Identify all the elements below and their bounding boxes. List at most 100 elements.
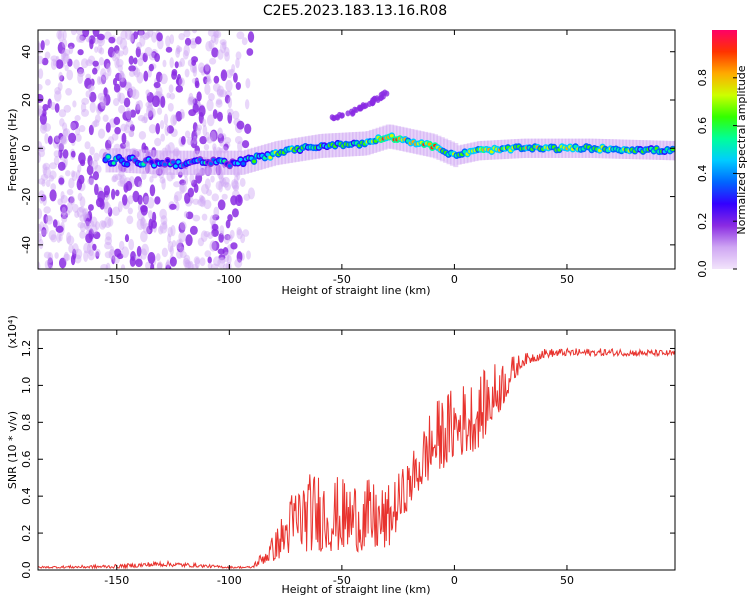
heatmap-noise-mark: [38, 83, 43, 91]
heatmap-noise-mark: [192, 198, 200, 205]
heatmap-noise-mark: [119, 70, 125, 79]
heatmap-noise-mark: [136, 99, 143, 111]
heatmap-noise-mark: [52, 219, 58, 228]
heatmap-noise-mark: [137, 194, 143, 205]
heatmap-noise-mark: [119, 174, 127, 185]
heatmap-branch-mark: [384, 90, 390, 97]
heatmap-noise-mark: [49, 101, 57, 110]
heatmap-ridge-mark: [227, 164, 232, 168]
snr-x-label: Height of straight line (km): [281, 583, 430, 596]
heatmap-noise-mark: [247, 31, 255, 43]
heatmap-noise-mark: [118, 104, 126, 114]
snr-y-multiplier: (x10⁴): [6, 315, 19, 349]
heatmap-noise-mark: [178, 32, 185, 41]
heatmap-noise-mark: [127, 207, 133, 215]
heatmap-noise-mark: [169, 34, 175, 45]
heatmap-noise-mark: [87, 155, 93, 167]
heatmap-noise-mark: [208, 93, 215, 101]
heatmap-noise-mark: [44, 51, 51, 60]
heatmap-noise-mark: [151, 31, 158, 43]
heatmap-noise-mark: [233, 72, 238, 83]
heatmap-noise-mark: [71, 120, 79, 130]
heatmap-noise-mark: [83, 208, 89, 218]
heatmap-noise-mark: [142, 52, 148, 63]
heatmap-noise-mark: [56, 232, 61, 244]
heatmap-noise-mark: [81, 108, 90, 117]
heatmap-noise-mark: [184, 68, 190, 78]
heatmap-noise-mark: [113, 83, 121, 93]
heatmap-noise-mark: [140, 216, 146, 227]
heatmap-noise-mark: [42, 194, 47, 206]
heatmap-noise-mark: [54, 103, 60, 113]
heatmap-noise-mark: [222, 41, 227, 50]
heatmap-noise-mark: [118, 72, 126, 83]
heatmap-noise-mark: [219, 140, 225, 147]
heatmap-noise-mark: [213, 75, 220, 84]
heatmap-noise-mark: [85, 59, 94, 67]
heatmap-noise-mark: [116, 253, 124, 260]
heatmap-noise-mark: [159, 208, 167, 220]
heatmap-noise-mark: [119, 38, 128, 50]
heatmap-noise-mark: [60, 194, 68, 204]
heatmap-noise-mark: [153, 81, 161, 89]
heatmap-noise-mark: [89, 38, 94, 50]
heatmap-noise-mark: [117, 180, 125, 187]
heatmap-noise-mark: [98, 220, 107, 230]
heatmap-noise-mark: [98, 76, 106, 85]
heatmap-y-tick-label: -20: [20, 188, 33, 206]
heatmap-noise-mark: [38, 223, 43, 233]
heatmap-noise-mark: [88, 177, 95, 186]
heatmap-noise-mark: [212, 214, 220, 221]
heatmap-noise-mark: [155, 253, 161, 262]
heatmap-noise-mark: [191, 130, 198, 142]
heatmap-noise-mark: [59, 75, 65, 82]
heatmap-noise-mark: [59, 118, 65, 127]
heatmap-noise-mark: [48, 175, 55, 182]
heatmap-noise-mark: [61, 49, 67, 59]
heatmap-noise-mark: [38, 190, 45, 198]
heatmap-noise-mark: [73, 59, 80, 70]
heatmap-x-tick-label: -50: [333, 273, 351, 286]
heatmap-noise-mark: [159, 222, 168, 234]
heatmap-noise-mark: [227, 214, 233, 222]
colorbar-label: Normalized spectral amplitude: [735, 65, 748, 234]
heatmap-noise-mark: [192, 103, 199, 113]
heatmap-noise-mark: [223, 251, 230, 263]
heatmap-noise-mark: [41, 57, 49, 66]
heatmap-noise-mark: [137, 114, 146, 122]
heatmap-noise-mark: [145, 261, 151, 269]
heatmap-noise-mark: [77, 71, 84, 84]
heatmap-noise-mark: [54, 252, 59, 259]
heatmap-noise-mark: [182, 50, 189, 60]
heatmap-noise-mark: [110, 246, 115, 256]
heatmap-noise-mark: [61, 215, 68, 223]
heatmap-noise-mark: [38, 40, 41, 52]
heatmap-noise-mark: [147, 30, 154, 38]
heatmap-noise-mark: [92, 67, 98, 75]
heatmap-noise-mark: [75, 127, 81, 136]
heatmap-noise-mark: [114, 126, 121, 135]
heatmap-noise-mark: [178, 222, 186, 234]
heatmap-noise-mark: [141, 116, 148, 124]
heatmap-noise-mark: [50, 183, 57, 191]
heatmap-noise-mark: [179, 251, 187, 259]
heatmap-noise-mark: [167, 226, 173, 238]
heatmap-noise-mark: [246, 250, 251, 260]
heatmap-noise-mark: [39, 123, 48, 134]
heatmap-noise-mark: [203, 199, 212, 210]
heatmap-noise-mark: [68, 46, 74, 55]
heatmap-noise-mark: [91, 224, 98, 235]
heatmap-noise-mark: [210, 263, 219, 269]
heatmap-noise-mark: [221, 193, 228, 200]
heatmap-noise-mark: [241, 140, 250, 149]
heatmap-noise-mark: [184, 192, 191, 204]
heatmap-noise-mark: [145, 105, 154, 118]
snr-x-tick-label: 0: [451, 574, 458, 587]
heatmap-noise-mark: [129, 86, 137, 98]
heatmap-noise-mark: [155, 71, 163, 83]
heatmap-noise-mark: [81, 97, 90, 105]
heatmap-noise-mark: [129, 34, 135, 43]
heatmap-noise-mark: [100, 263, 109, 269]
heatmap-noise-mark: [38, 108, 43, 115]
